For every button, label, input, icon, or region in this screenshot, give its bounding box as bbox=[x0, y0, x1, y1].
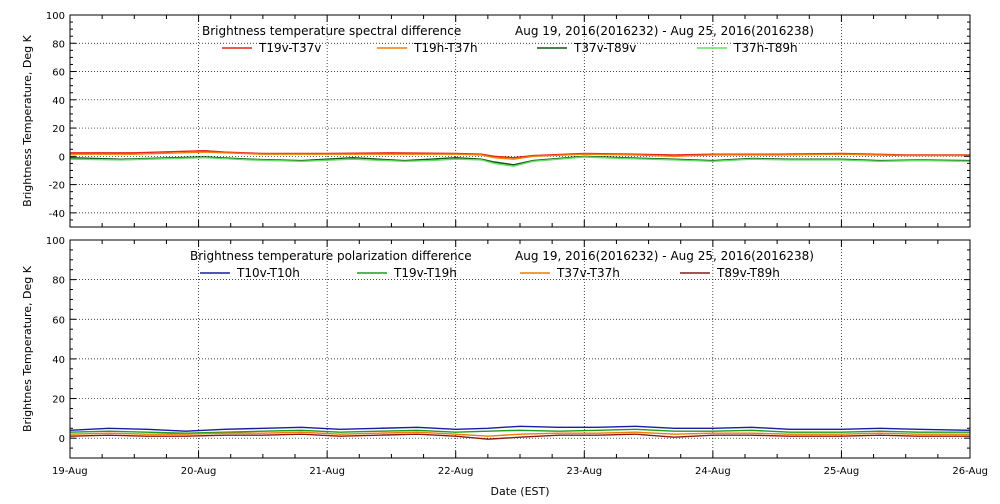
series-line-t37h-t89h bbox=[69, 156, 971, 167]
y-tick-label: -20 bbox=[49, 181, 65, 192]
y-tick-label: -40 bbox=[49, 209, 65, 220]
x-tick-label: 23-Aug bbox=[566, 466, 602, 477]
legend-label: T37h-T89h bbox=[733, 41, 798, 55]
legend-label: T37v-T89v bbox=[573, 41, 636, 55]
y-tick-label: 20 bbox=[52, 124, 65, 135]
x-tick-label: 22-Aug bbox=[438, 466, 474, 477]
x-tick-label: 24-Aug bbox=[695, 466, 731, 477]
y-tick-label: 100 bbox=[46, 236, 65, 247]
y-axis-label: Brightness Temperature, Deg K bbox=[21, 34, 34, 206]
x-tick-label: 20-Aug bbox=[181, 466, 217, 477]
legend-label: T10v-T10h bbox=[236, 266, 300, 280]
chart-panel-1: 0 20 40 60 80 100 19-Aug 20-Aug 21-Aug 22-Aug 23-A… bbox=[21, 236, 988, 498]
legend-label: T37v-T37h bbox=[556, 266, 620, 280]
x-tick-label: 21-Aug bbox=[309, 466, 345, 477]
chart-title: Brightness temperature polarization diff… bbox=[190, 249, 472, 263]
chart-subtitle: Aug 19, 2016(2016232) - Aug 25, 2016(201… bbox=[515, 249, 814, 263]
y-tick-label: 0 bbox=[59, 434, 65, 445]
series-line-t10v-t10h bbox=[69, 425, 971, 432]
x-axis-label: Date (EST) bbox=[490, 485, 549, 498]
y-tick-label: 0 bbox=[59, 152, 65, 163]
x-tick-label: 19-Aug bbox=[52, 466, 88, 477]
series-line-t37v-t37h bbox=[69, 431, 970, 437]
chart-panel-0: -40 -20 0 20 40 60 80 100 Brightness Temperature… bbox=[21, 11, 971, 228]
series-line-t19v-t19h bbox=[69, 428, 970, 434]
plot-frame bbox=[69, 14, 971, 228]
y-tick-label: 60 bbox=[52, 315, 65, 326]
series-line-t89v-t89h bbox=[69, 433, 970, 440]
y-axis-label: Brightnes Temperature, Deg K bbox=[21, 265, 34, 432]
y-tick-label: 60 bbox=[52, 68, 65, 79]
legend-label: T89v-T89h bbox=[716, 266, 780, 280]
chart-subtitle: Aug 19, 2016(2016232) - Aug 25, 2016(201… bbox=[515, 24, 814, 38]
series-line-t19h-t37h bbox=[70, 151, 970, 160]
y-tick-label: 40 bbox=[52, 96, 65, 107]
legend-label: T19h-T37h bbox=[413, 41, 478, 55]
y-tick-label: 100 bbox=[46, 11, 65, 22]
chart-title: Brightness temperature spectral differen… bbox=[202, 24, 461, 38]
y-tick-label: 80 bbox=[52, 276, 65, 287]
x-tick-label: 26-Aug bbox=[952, 466, 988, 477]
x-tick-label: 25-Aug bbox=[824, 466, 860, 477]
y-tick-label: 80 bbox=[52, 39, 65, 50]
legend-label: T19v-T37v bbox=[258, 41, 321, 55]
legend-label: T19v-T19h bbox=[393, 266, 457, 280]
y-tick-label: 40 bbox=[52, 355, 65, 366]
y-tick-label: 20 bbox=[52, 395, 65, 406]
